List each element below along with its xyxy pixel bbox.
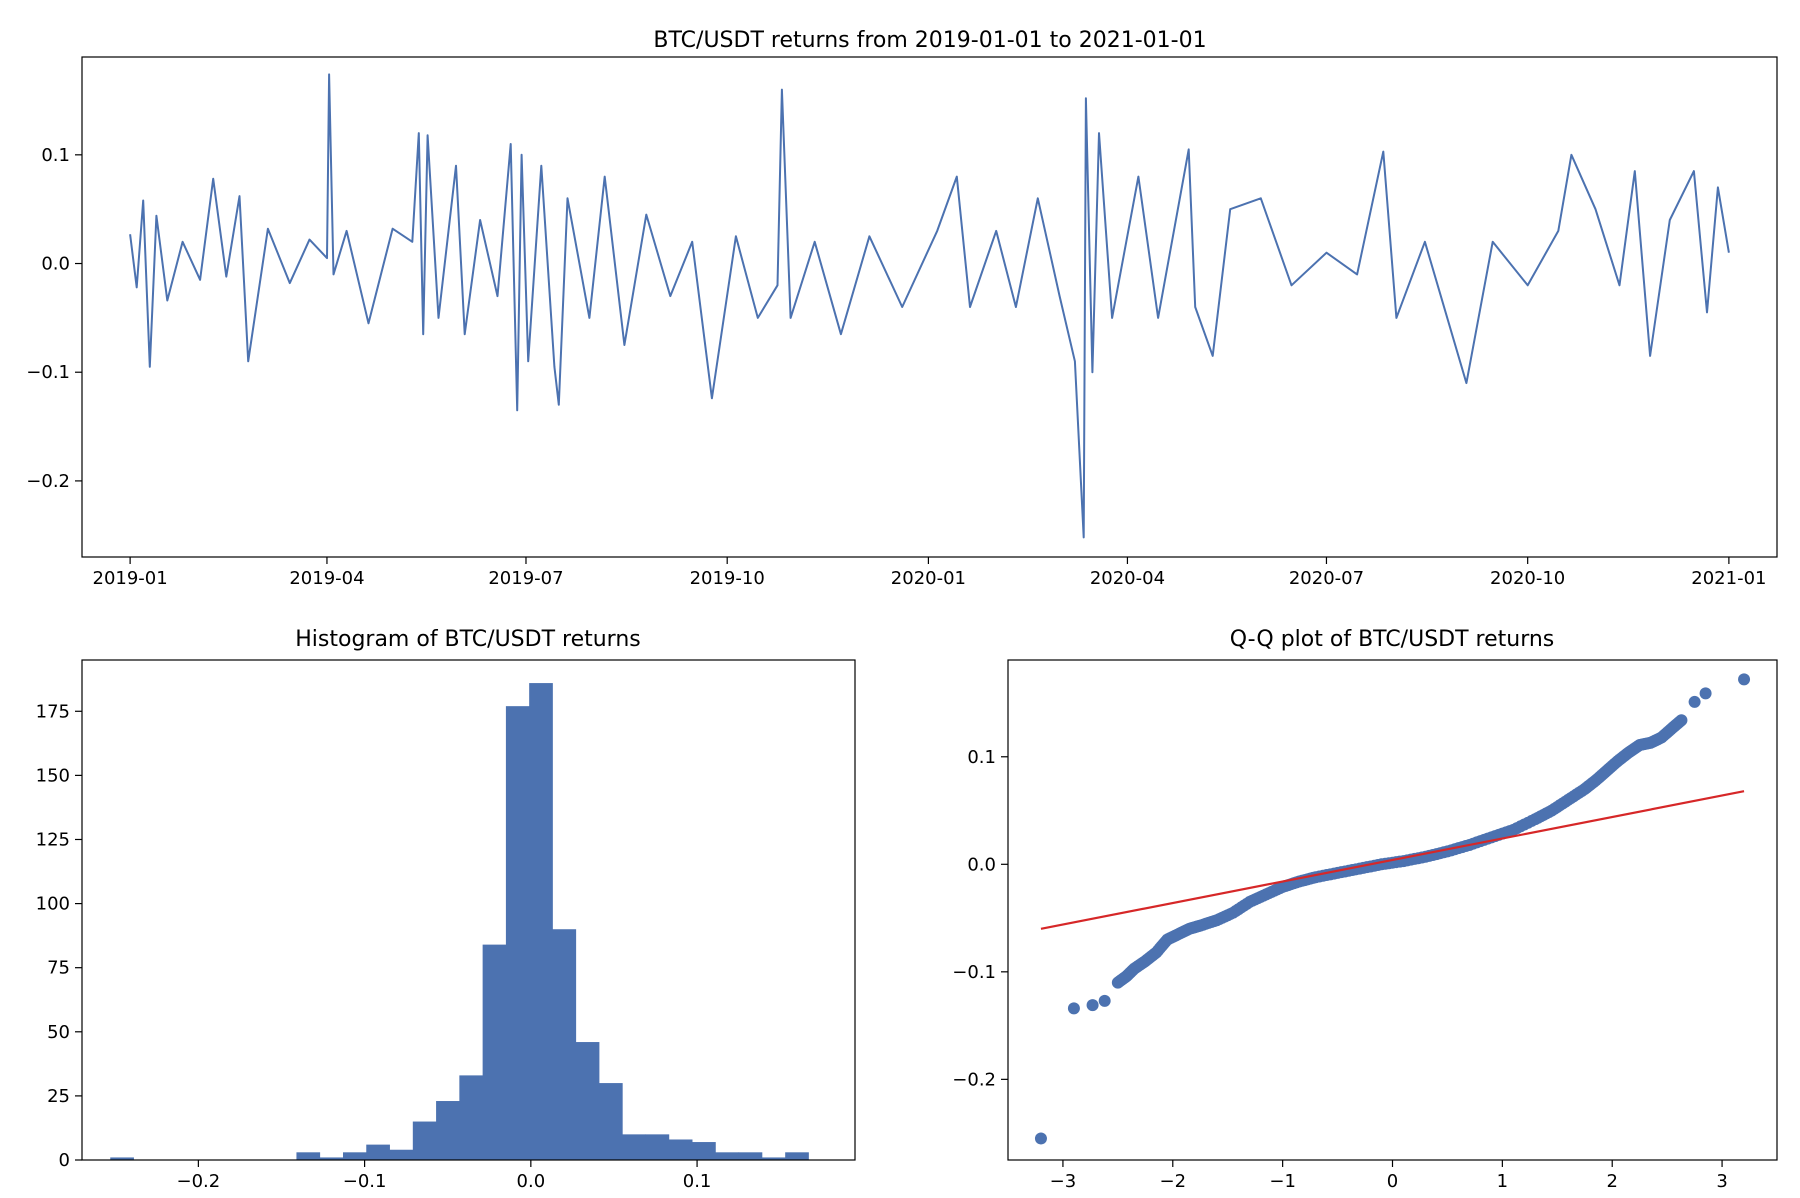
returns-xtick-label: 2019-10 [690, 568, 765, 589]
histogram-bar [366, 1144, 390, 1160]
qq-ytick-label: −0.1 [952, 962, 996, 983]
histogram-bar [575, 1042, 600, 1160]
returns-line-chart: BTC/USDT returns from 2019-01-01 to 2021… [26, 28, 1778, 589]
histogram-ytick-label: 0 [59, 1150, 70, 1171]
returns-ytick-label: −0.2 [26, 471, 70, 492]
qq-xtick-label: −2 [1160, 1171, 1187, 1192]
histogram-bar [552, 929, 577, 1160]
qq-point [1699, 687, 1712, 700]
returns-ytick-label: 0.1 [41, 145, 70, 166]
histogram-bar [319, 1157, 344, 1160]
qq-point [1738, 673, 1751, 686]
returns-ytick-label: −0.1 [26, 362, 70, 383]
returns-xtick-label: 2021-01 [1691, 568, 1766, 589]
returns-xtick-label: 2020-01 [891, 568, 966, 589]
histogram-bar [785, 1152, 809, 1160]
returns-title: BTC/USDT returns from 2019-01-01 to 2021… [653, 28, 1206, 53]
histogram-xtick-label: −0.1 [343, 1171, 387, 1192]
histogram-bar [342, 1152, 367, 1160]
qq-xtick-label: 1 [1497, 1171, 1508, 1192]
qq-point [1067, 1002, 1080, 1015]
qq-axis-ticks: −3 −2 −1 0 1 2 3 −0.2 −0.1 0.0 0.1 [952, 747, 1728, 1192]
qq-xtick-label: 3 [1716, 1171, 1727, 1192]
histogram-bar [645, 1134, 670, 1160]
returns-plot-frame [81, 56, 1778, 558]
qq-xtick-label: 0 [1387, 1171, 1398, 1192]
returns-ytick-label: 0.0 [41, 254, 70, 275]
returns-xtick-label: 2020-07 [1289, 568, 1364, 589]
histogram-bar [110, 1157, 134, 1160]
qq-xtick-label: −3 [1050, 1171, 1077, 1192]
returns-series-line [129, 73, 1730, 539]
histogram-bar [622, 1134, 646, 1160]
returns-xtick-label: 2020-10 [1490, 568, 1565, 589]
histogram-ytick-label: 175 [36, 701, 70, 722]
histogram-ytick-label: 150 [36, 765, 70, 786]
qq-plot-title: Q-Q plot of BTC/USDT returns [1230, 627, 1555, 652]
histogram-ytick-label: 75 [47, 958, 70, 979]
histogram-ytick-label: 50 [47, 1022, 70, 1043]
histogram-bar [715, 1152, 740, 1160]
qq-point [1098, 994, 1111, 1007]
histogram-bar [296, 1152, 321, 1160]
returns-xtick-label: 2019-01 [93, 568, 168, 589]
qq-point [1086, 999, 1099, 1012]
histogram-axis-ticks: −0.2 −0.1 0.0 0.1 0 25 50 75 100 125 150 175 [36, 701, 712, 1192]
qq-points [1034, 673, 1751, 1145]
histogram-bar [389, 1149, 414, 1160]
histogram-bar [738, 1152, 763, 1160]
histogram-ytick-label: 100 [36, 894, 70, 915]
returns-xtick-label: 2020-04 [1090, 568, 1165, 589]
histogram-bars [110, 683, 809, 1160]
histogram-chart: Histogram of BTC/USDT returns −0.2 −0.1 0.… [36, 627, 856, 1192]
qq-ytick-label: 0.1 [967, 747, 996, 768]
returns-xtick-label: 2019-04 [289, 568, 364, 589]
histogram-bar [459, 1075, 484, 1160]
histogram-bar [505, 706, 530, 1160]
qq-plot-chart: Q-Q plot of BTC/USDT returns −3 −2 −1 0 1 2 3−… [952, 627, 1778, 1192]
qq-point [1688, 695, 1701, 708]
histogram-ytick-label: 125 [36, 829, 70, 850]
histogram-xtick-label: 0.1 [683, 1171, 712, 1192]
qq-point [1675, 714, 1688, 727]
histogram-ytick-label: 25 [47, 1086, 70, 1107]
qq-reference-line [1040, 790, 1745, 930]
qq-plot-frame [1007, 659, 1778, 1161]
qq-xtick-label: −1 [1269, 1171, 1296, 1192]
histogram-xtick-label: −0.2 [177, 1171, 221, 1192]
qq-ytick-label: −0.2 [952, 1069, 996, 1090]
histogram-bar [692, 1142, 716, 1160]
histogram-bar [412, 1121, 437, 1160]
histogram-bar [761, 1157, 786, 1160]
returns-axis-ticks: 2019-01 2019-04 2019-07 2019-10 2020-01 2020-… [26, 145, 1766, 589]
returns-xtick-label: 2019-07 [488, 568, 563, 589]
histogram-xtick-label: 0.0 [517, 1171, 546, 1192]
histogram-bar [668, 1139, 693, 1160]
histogram-bar [529, 683, 553, 1160]
histogram-title: Histogram of BTC/USDT returns [295, 627, 641, 652]
histogram-bar [598, 1083, 623, 1160]
histogram-plot-frame [81, 659, 856, 1161]
histogram-bar [436, 1101, 460, 1160]
qq-ytick-label: 0.0 [967, 854, 996, 875]
histogram-bar [482, 944, 507, 1160]
qq-point [1034, 1132, 1047, 1145]
qq-xtick-label: 2 [1606, 1171, 1617, 1192]
